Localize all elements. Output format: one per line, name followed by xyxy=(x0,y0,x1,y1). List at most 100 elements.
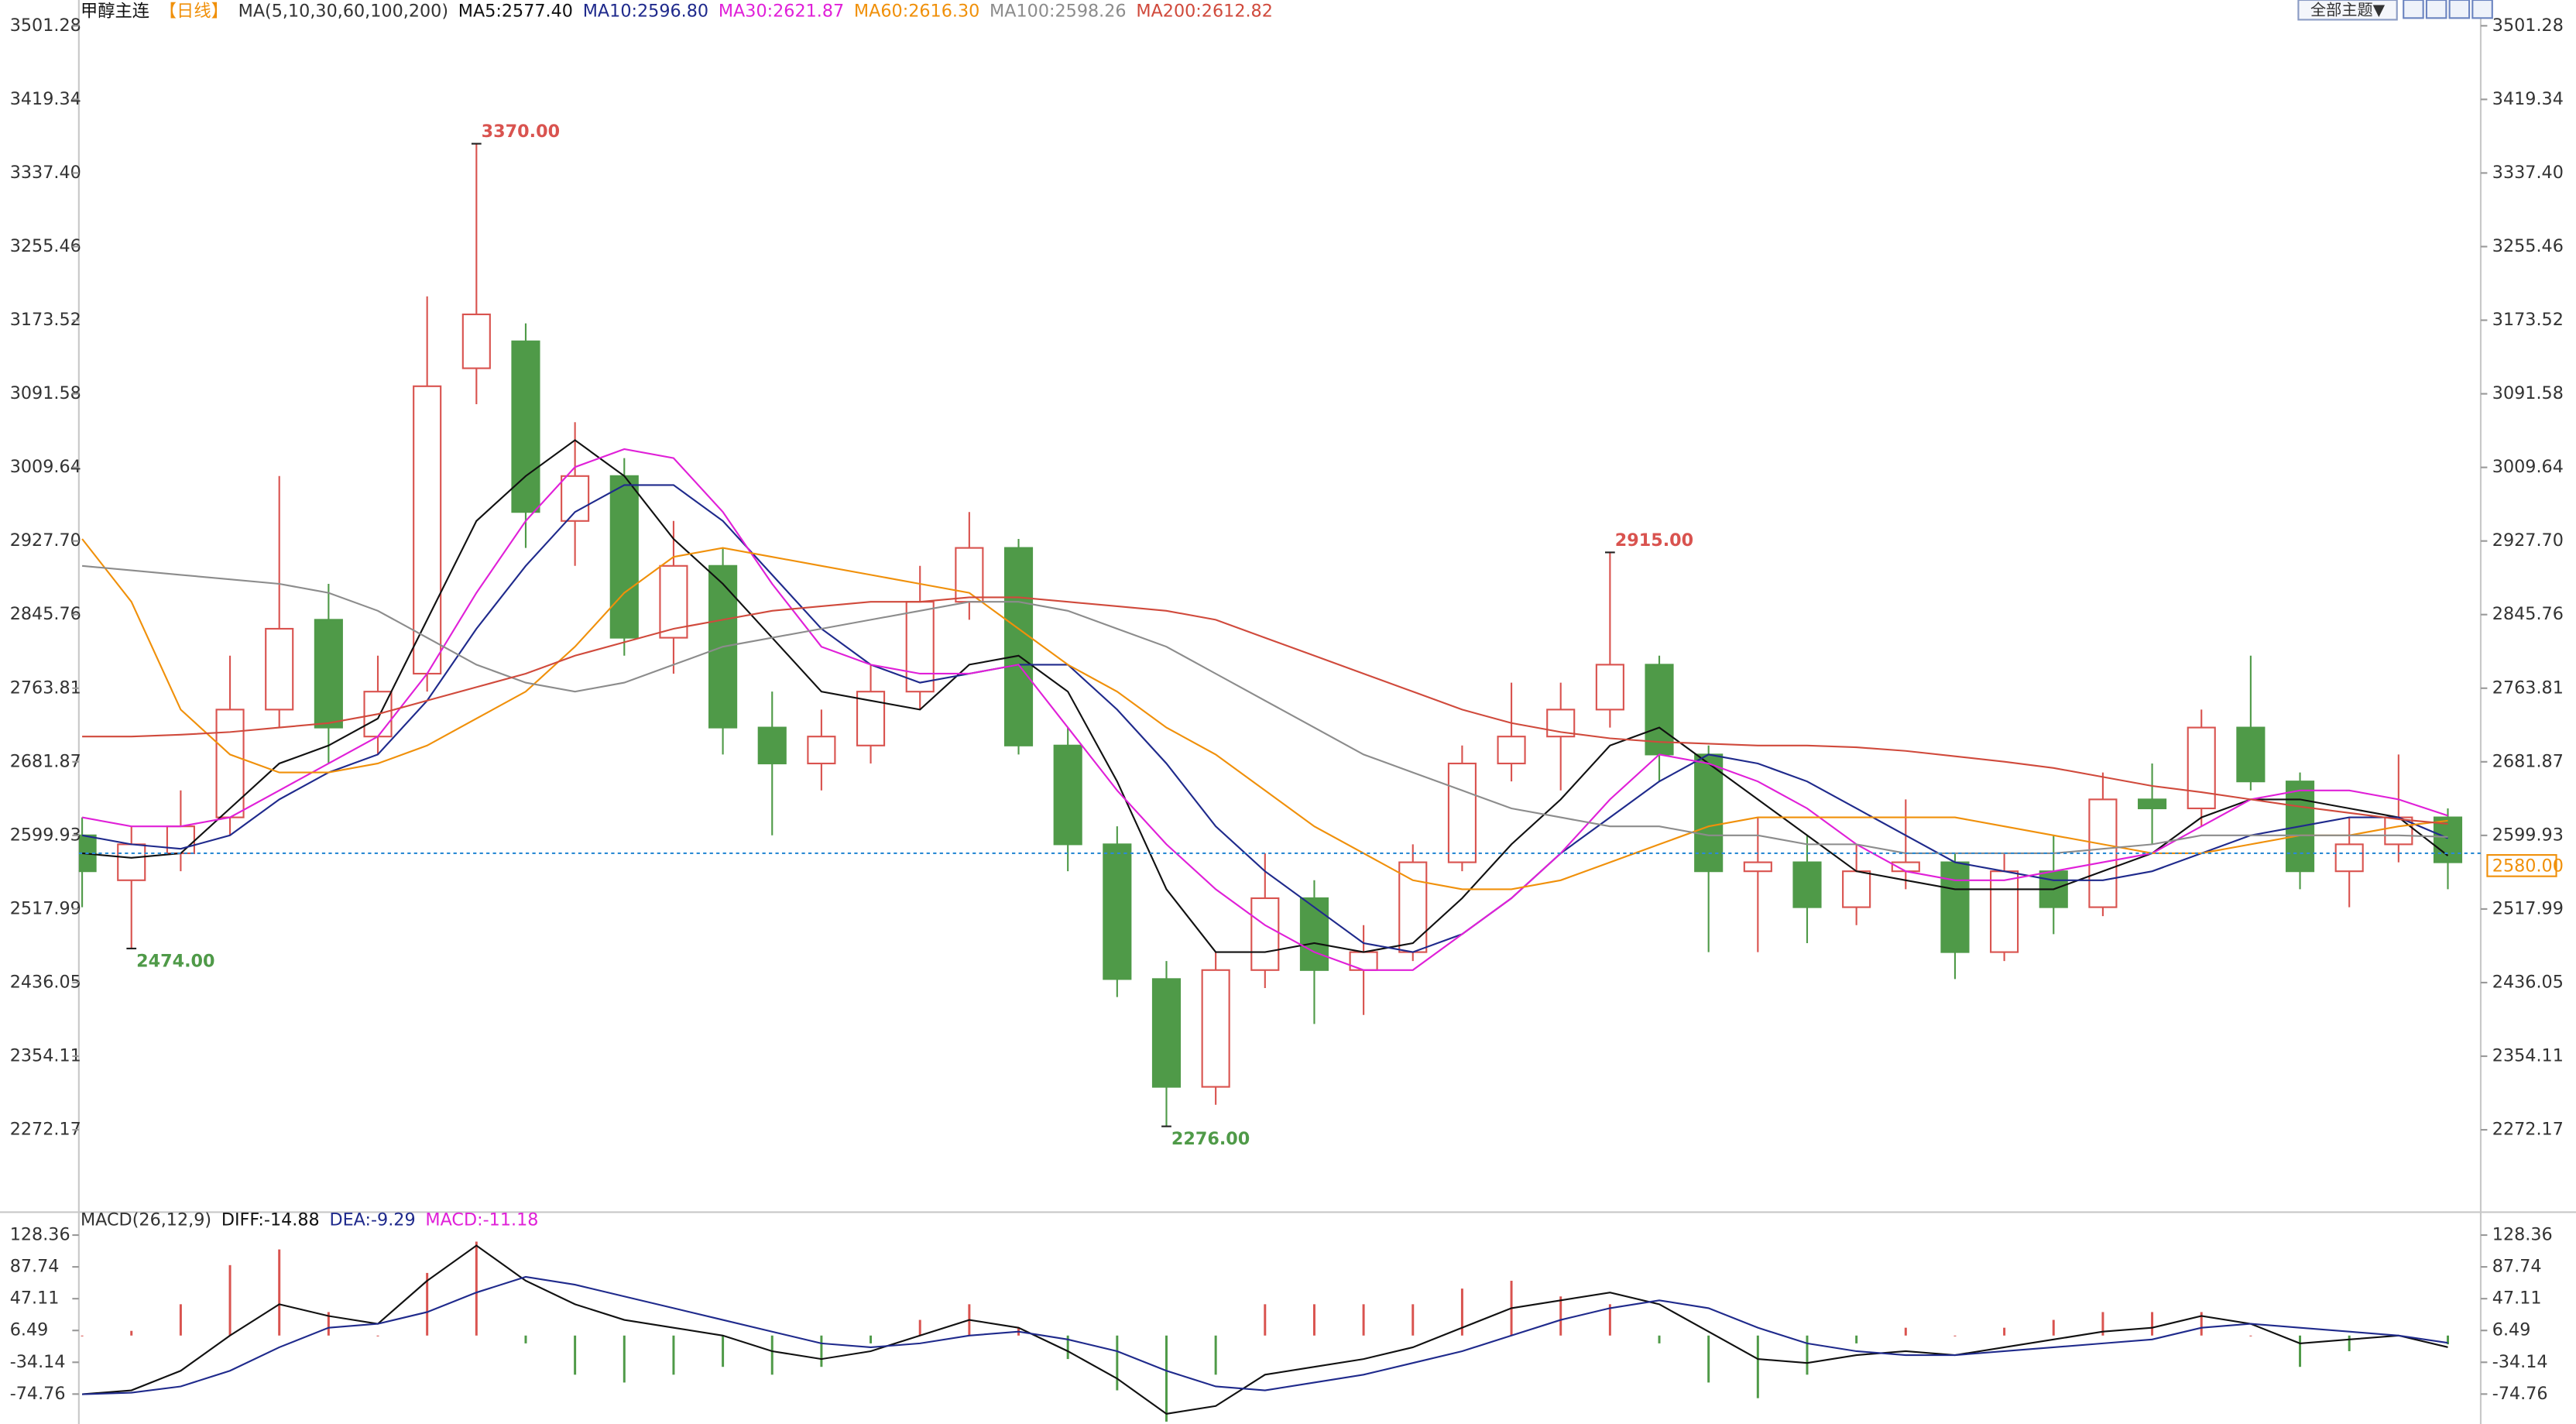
macd-bar xyxy=(1707,1335,1710,1383)
y-tick-label-right: -34.14 xyxy=(2492,1352,2548,1372)
macd-bar xyxy=(2299,1335,2302,1367)
tool-icon[interactable] xyxy=(2471,0,2493,19)
ma-line xyxy=(81,484,2448,953)
candle-body xyxy=(2334,843,2364,873)
macd-bar xyxy=(179,1304,182,1336)
macd-bar xyxy=(1165,1335,1168,1422)
candle-body xyxy=(314,619,343,729)
last-price-box xyxy=(2486,854,2557,877)
y-tick-label: 6.49 xyxy=(10,1320,49,1340)
y-tick-label: 2681.87 xyxy=(10,751,81,771)
candle-body xyxy=(1694,753,1724,873)
macd-bar xyxy=(623,1335,626,1383)
macd-bar xyxy=(1658,1335,1661,1343)
macd-bar xyxy=(228,1264,232,1336)
indicator-label: MA(5,10,30,60,100,200) xyxy=(238,1,448,21)
y-tick-label-right: 2681.87 xyxy=(2492,751,2564,771)
candle-body xyxy=(461,313,491,369)
ma-line xyxy=(82,596,2448,825)
y-tick-label: 2517.99 xyxy=(10,898,81,918)
candle-body xyxy=(1990,870,2019,953)
macd-bar xyxy=(2101,1312,2104,1336)
candle-body xyxy=(1497,736,1526,765)
y-tick-label: 3255.46 xyxy=(10,236,81,256)
legend-entry: MA30:2621.87 xyxy=(719,1,844,21)
y-tick-label-right: 3009.64 xyxy=(2492,457,2564,477)
candle-body xyxy=(905,601,935,693)
macd-line xyxy=(82,1244,2448,1415)
tool-icon[interactable] xyxy=(2425,0,2447,19)
y-tick-label-right: 2272.17 xyxy=(2492,1120,2564,1140)
candle-body xyxy=(215,709,245,818)
theme-button-text: 全部主题▼ xyxy=(2310,0,2386,19)
macd-bar xyxy=(770,1335,773,1375)
y-tick-label-right: 6.49 xyxy=(2492,1320,2531,1340)
y-tick-label-right: 2354.11 xyxy=(2492,1046,2564,1066)
indicator-label: MACD(26,12,9) xyxy=(81,1210,211,1230)
candle-body xyxy=(1447,762,1477,863)
candle-body xyxy=(2187,726,2216,810)
y-tick-label: 2845.76 xyxy=(10,604,81,624)
annotation-label: 3370.00 xyxy=(482,122,560,142)
y-tick-label-right: 3173.52 xyxy=(2492,310,2564,330)
y-tick-label-right: 3419.34 xyxy=(2492,89,2564,109)
macd-bar xyxy=(1066,1335,1069,1360)
macd-bar xyxy=(1362,1304,1365,1336)
legend-entry: MACD:-11.18 xyxy=(425,1210,538,1230)
ma-line xyxy=(81,538,2448,890)
y-tick-label: 3337.40 xyxy=(10,163,81,183)
y-tick-label-right: 47.11 xyxy=(2492,1288,2542,1309)
macd-bar xyxy=(475,1241,478,1336)
theme-button[interactable] xyxy=(2297,0,2398,21)
candle-body xyxy=(265,627,294,711)
macd-bar xyxy=(327,1312,330,1336)
y-tick-label-right: 3337.40 xyxy=(2492,163,2564,183)
ma-line xyxy=(81,448,2448,971)
macd-bar xyxy=(426,1272,429,1336)
macd-bar xyxy=(2249,1335,2252,1337)
candle-body xyxy=(2138,798,2167,810)
tool-icon[interactable] xyxy=(2448,0,2471,19)
candle-body xyxy=(757,726,787,765)
macd-bar xyxy=(2003,1327,2006,1336)
y-tick-label: 87.74 xyxy=(10,1257,60,1277)
macd-bar xyxy=(376,1335,379,1337)
candle-body xyxy=(659,564,688,639)
candle-body xyxy=(1645,664,1674,756)
y-tick-label: 2763.81 xyxy=(10,678,81,698)
candle-body xyxy=(117,843,146,881)
y-tick-label: 2436.05 xyxy=(10,972,81,992)
y-tick-label-right: 87.74 xyxy=(2492,1257,2542,1277)
macd-bar xyxy=(2447,1335,2449,1345)
macd-bar xyxy=(2200,1312,2203,1336)
tool-icon[interactable] xyxy=(2403,0,2424,19)
y-tick-label-right: 2517.99 xyxy=(2492,898,2564,918)
candle-body xyxy=(413,385,442,675)
macd-bar xyxy=(1559,1296,1562,1336)
candle-body xyxy=(1299,897,1329,971)
macd-plot xyxy=(81,1241,2449,1422)
candle-body xyxy=(856,691,886,746)
legend-entry: MA60:2616.30 xyxy=(854,1,979,21)
legend-entry: MA10:2596.80 xyxy=(583,1,708,21)
macd-bar xyxy=(1312,1304,1315,1336)
y-tick-label-right: 2763.81 xyxy=(2492,678,2564,698)
macd-bar xyxy=(1411,1304,1415,1336)
candle-body xyxy=(2236,726,2266,783)
macd-bar xyxy=(1264,1304,1267,1336)
macd-bar xyxy=(81,1335,84,1337)
candle-body xyxy=(1201,969,1230,1088)
macd-bar xyxy=(1608,1304,1611,1336)
candle-body xyxy=(511,340,540,513)
y-tick-label-right: 2845.76 xyxy=(2492,604,2564,624)
y-tick-label: 3419.34 xyxy=(10,89,81,109)
macd-bar xyxy=(1756,1335,1759,1398)
ma-line xyxy=(81,439,2449,953)
candle-body xyxy=(1792,861,1822,908)
macd-bar xyxy=(1904,1327,1907,1336)
y-tick-label: 3091.58 xyxy=(10,383,81,403)
y-tick-label: -34.14 xyxy=(10,1352,66,1372)
